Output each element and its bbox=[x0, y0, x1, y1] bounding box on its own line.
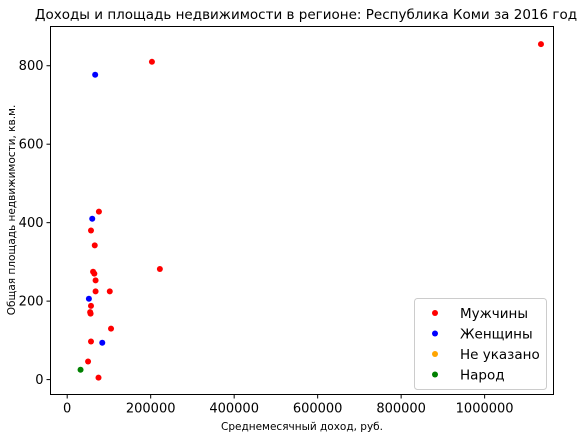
data-point bbox=[92, 71, 99, 78]
x-tick-label: 0 bbox=[63, 402, 71, 417]
x-axis-label: Среднемесячный доход, руб. bbox=[221, 421, 383, 433]
data-point bbox=[156, 265, 163, 272]
y-tick-label: 200 bbox=[19, 295, 44, 310]
data-points bbox=[77, 41, 544, 381]
chart-title: Доходы и площадь недвижимости в регионе:… bbox=[35, 7, 577, 23]
data-point bbox=[85, 358, 92, 365]
y-tick-label: 0 bbox=[35, 373, 43, 388]
x-tick-label: 1000000 bbox=[456, 402, 514, 417]
data-point bbox=[108, 325, 115, 332]
legend: Мужчины Женщины Не указано Народ bbox=[414, 298, 547, 390]
data-point bbox=[87, 227, 94, 234]
x-tick-label: 400000 bbox=[209, 402, 259, 417]
data-point bbox=[106, 288, 113, 295]
data-point bbox=[95, 208, 102, 215]
data-point bbox=[92, 277, 99, 284]
data-point bbox=[85, 295, 92, 302]
data-point bbox=[537, 41, 544, 48]
data-point bbox=[87, 338, 94, 345]
x-tick-label: 200000 bbox=[126, 402, 176, 417]
legend-marker bbox=[432, 330, 438, 337]
data-point bbox=[87, 310, 94, 317]
data-point bbox=[99, 339, 106, 346]
data-point bbox=[92, 288, 99, 295]
data-point bbox=[87, 302, 94, 309]
data-point bbox=[148, 58, 155, 65]
plot-area bbox=[50, 26, 554, 395]
data-point bbox=[91, 270, 98, 277]
y-tick-label: 600 bbox=[19, 138, 44, 153]
data-point bbox=[77, 366, 84, 373]
legend-marker bbox=[432, 351, 438, 357]
y-axis-label: Общая площадь недвижимости, кв.м. bbox=[6, 105, 18, 316]
y-tick-label: 400 bbox=[19, 216, 44, 231]
y-axis: 0 200 400 600 800 bbox=[19, 59, 51, 388]
legend-label: Мужчины bbox=[460, 306, 528, 322]
legend-marker bbox=[432, 371, 438, 378]
data-point bbox=[91, 242, 98, 249]
legend-label: Народ bbox=[460, 368, 505, 384]
x-tick-label: 800000 bbox=[376, 402, 426, 417]
legend-box bbox=[414, 298, 547, 390]
data-point bbox=[89, 215, 96, 222]
legend-marker bbox=[432, 310, 438, 316]
data-point bbox=[95, 374, 102, 381]
y-tick-label: 800 bbox=[19, 59, 44, 74]
legend-label: Женщины bbox=[460, 327, 533, 343]
x-axis: 0 200000 400000 600000 800000 1000000 bbox=[63, 394, 514, 417]
legend-label: Не указано bbox=[460, 347, 540, 363]
x-tick-label: 600000 bbox=[293, 402, 343, 417]
